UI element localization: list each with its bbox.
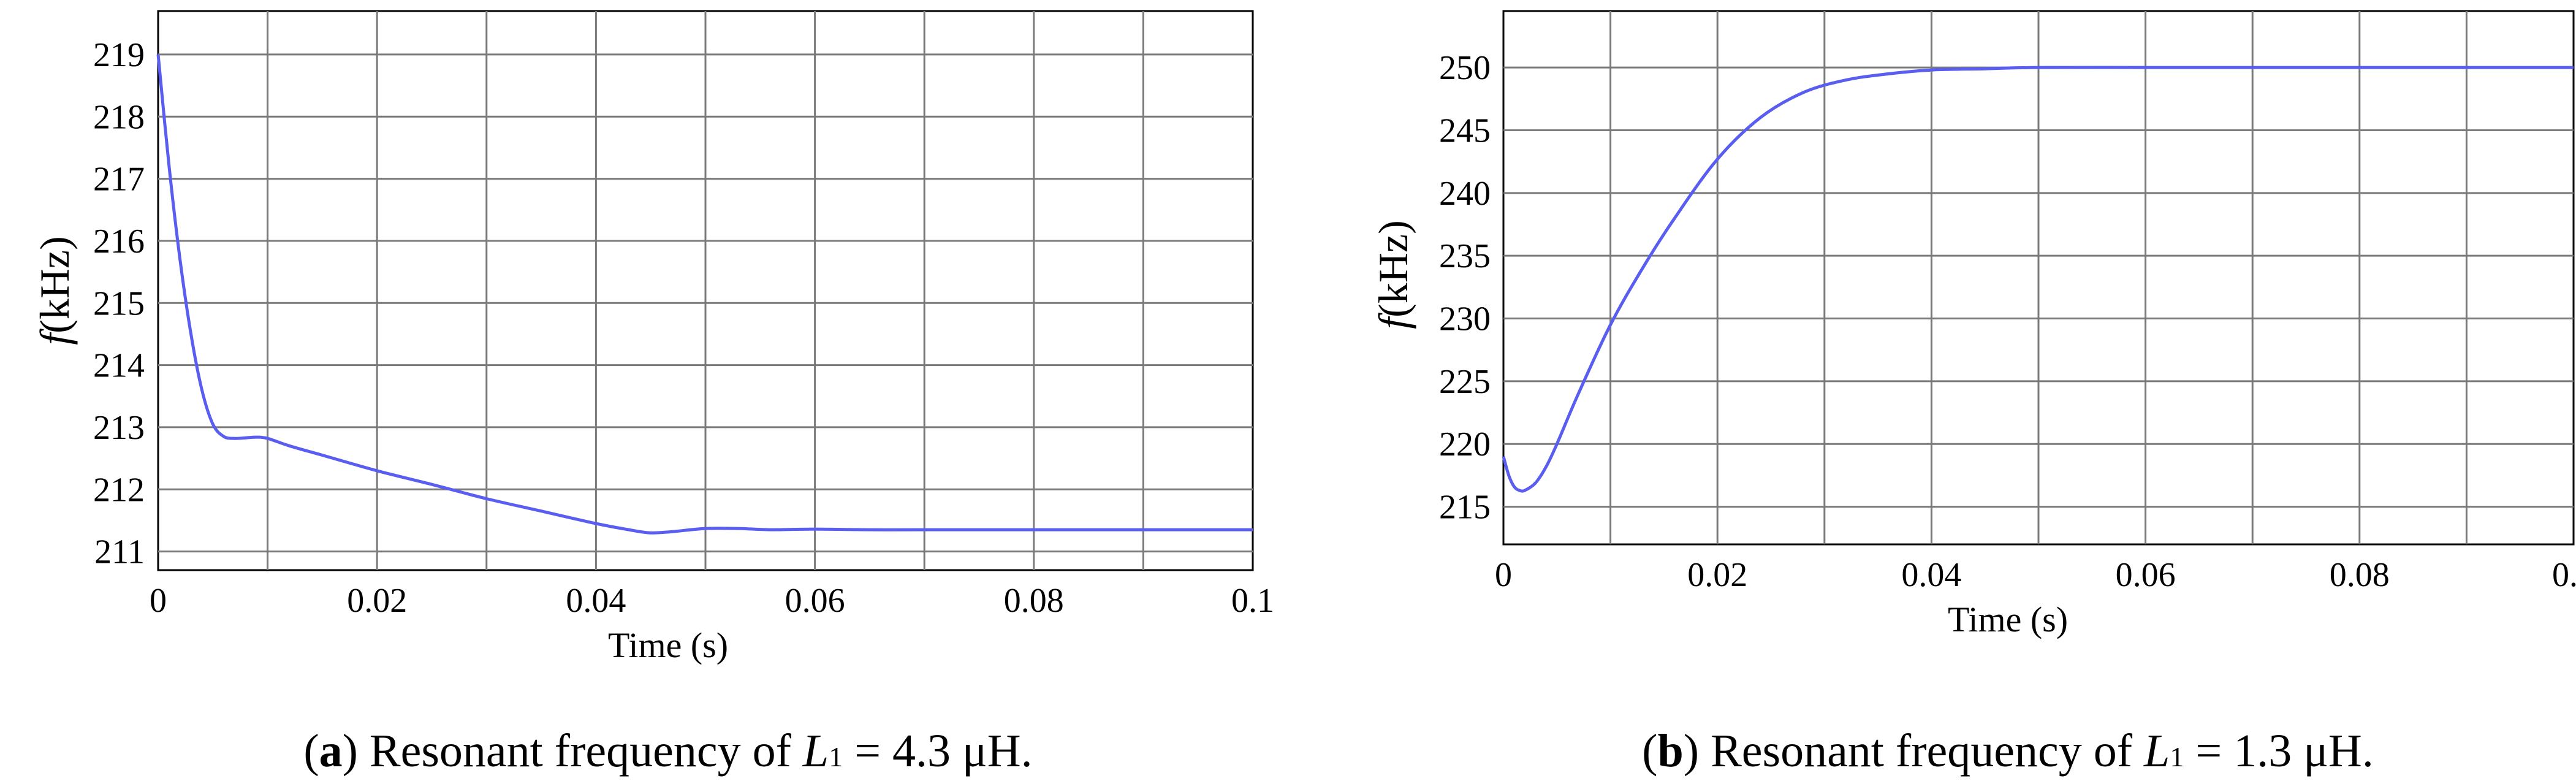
- x-axis-label-b: Time (s): [1948, 600, 2068, 639]
- caption-a-text: ) Resonant frequency of: [343, 725, 803, 777]
- y-tick-label-b: 235: [1439, 237, 1491, 275]
- caption-a: (a) Resonant frequency of L1 = 4.3 μH.: [303, 725, 1032, 777]
- y-tick-label-a: 215: [93, 284, 145, 322]
- x-axis-label-a: Time (s): [608, 625, 728, 665]
- y-axis-label-b: f(kHz): [1370, 220, 1416, 329]
- y-axis-label-unit-b: (kHz): [1370, 220, 1416, 318]
- x-tick-label-a: 0.1: [1231, 582, 1274, 620]
- y-tick-label-a: 211: [94, 533, 145, 571]
- caption-b-subscript: 1: [2170, 741, 2184, 772]
- caption-b-value: = 1.3 μH.: [2184, 725, 2374, 777]
- series-path-b: [1502, 66, 2574, 493]
- y-tick-label-a: 217: [93, 161, 145, 199]
- caption-b: (b) Resonant frequency of L1 = 1.3 μH.: [1642, 725, 2374, 777]
- y-tick-label-b: 250: [1439, 49, 1491, 87]
- y-tick-label-b: 230: [1439, 300, 1491, 338]
- y-tick-label-a: 214: [93, 347, 145, 385]
- y-tick-label-b: 220: [1439, 425, 1491, 463]
- x-tick-label-a: 0.02: [347, 582, 407, 620]
- chart-b: 215 220 225 230 235 240 245 250 0 0.02 0.04 0.06 0.…: [1370, 10, 2576, 777]
- y-tick-label-b: 225: [1439, 363, 1491, 401]
- y-axis-label-a: f(kHz): [31, 236, 78, 345]
- caption-b-open: (: [1642, 725, 1657, 777]
- x-tick-label-b: 0.02: [1687, 556, 1747, 594]
- caption-b-letter: b: [1657, 725, 1683, 777]
- series-line-b: [1502, 66, 2574, 493]
- caption-a-value: = 4.3 μH.: [843, 725, 1033, 777]
- y-tick-label-b: 245: [1439, 112, 1491, 150]
- y-ticks-b: 215 220 225 230 235 240 245 250: [1439, 49, 1491, 526]
- x-ticks-a: 0 0.02 0.04 0.06 0.08 0.1: [150, 582, 1274, 620]
- caption-a-letter: a: [319, 725, 343, 777]
- caption-b-text: ) Resonant frequency of: [1684, 725, 2144, 777]
- x-ticks-b: 0 0.02 0.04 0.06 0.08 0.1: [1495, 556, 2576, 594]
- series-path-a: [156, 54, 1253, 535]
- y-tick-label-a: 219: [93, 36, 145, 74]
- x-tick-label-b: 0: [1495, 556, 1512, 594]
- grid-a: [158, 11, 1253, 570]
- y-tick-label-a: 218: [93, 98, 145, 136]
- y-axis-label-unit-a: (kHz): [31, 236, 78, 333]
- x-tick-label-a: 0.04: [566, 582, 626, 620]
- caption-a-symbol: L: [802, 725, 829, 777]
- y-ticks-a: 211 212 213 214 215 216 217 218 219: [93, 36, 145, 571]
- caption-b-symbol: L: [2143, 725, 2170, 777]
- y-tick-label-b: 215: [1439, 489, 1491, 527]
- y-tick-label-a: 212: [93, 471, 145, 509]
- x-tick-label-b: 0.04: [1901, 556, 1961, 594]
- y-tick-label-a: 216: [93, 223, 145, 261]
- x-tick-label-b: 0.06: [2116, 556, 2176, 594]
- x-tick-label-b: 0.1: [2552, 556, 2576, 594]
- x-tick-label-b: 0.08: [2330, 556, 2390, 594]
- x-tick-label-a: 0.06: [785, 582, 845, 620]
- caption-a-subscript: 1: [829, 741, 843, 772]
- chart-a: 211 212 213 214 215 216 217 218 219 0 0.02 0.04 0.0…: [31, 10, 1274, 777]
- series-line-a: [156, 54, 1253, 535]
- x-tick-label-a: 0.08: [1004, 582, 1064, 620]
- x-tick-label-a: 0: [150, 582, 167, 620]
- y-tick-label-b: 240: [1439, 175, 1491, 213]
- caption-a-open: (: [303, 725, 319, 777]
- y-tick-label-a: 213: [93, 409, 145, 447]
